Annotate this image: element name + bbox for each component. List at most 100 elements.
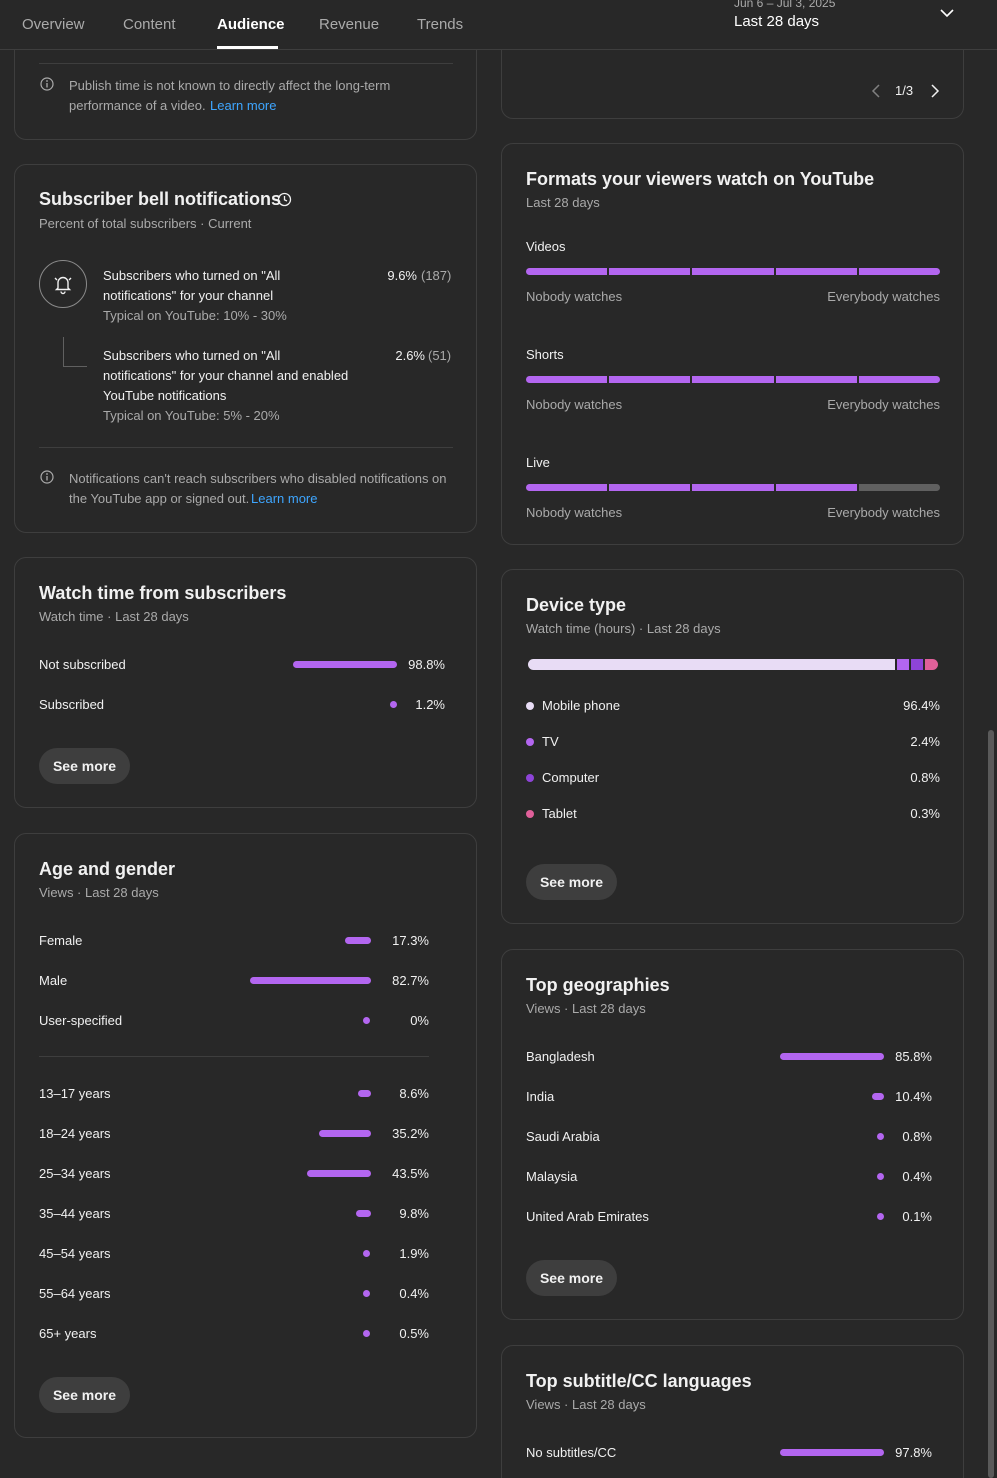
meter-segment — [609, 268, 691, 275]
card-title: Device type — [526, 595, 627, 615]
card-subtitle: Views · Last 28 days — [39, 885, 159, 900]
bell-ring-icon — [54, 276, 72, 295]
date-range-label[interactable]: Last 28 days — [734, 13, 820, 30]
scale-high-label: Everybody watches — [827, 289, 940, 304]
meter-segment — [858, 484, 940, 491]
publish-note-text: Publish time is not known to directly af… — [69, 78, 391, 93]
bell-row1-typical: Typical on YouTube: 10% - 30% — [103, 308, 287, 323]
meter-segment — [526, 484, 608, 491]
percent-bar — [363, 1330, 370, 1337]
card-subtitle: Views · Last 28 days — [526, 1397, 646, 1412]
subtitle-languages-card: Top subtitle/CC languages Views · Last 2… — [501, 1345, 964, 1478]
tab-overview[interactable]: Overview — [22, 16, 85, 33]
chevron-right-icon[interactable] — [930, 84, 940, 98]
meter-segment — [775, 484, 857, 491]
chevron-left-icon[interactable] — [871, 84, 881, 98]
device-label: TV — [542, 734, 559, 749]
device-label: Computer — [542, 770, 600, 785]
percent-bar — [358, 1090, 371, 1097]
bell-row2-line2: notifications" for your channel and enab… — [103, 368, 349, 383]
geo-label: United Arab Emirates — [526, 1209, 649, 1224]
bell-row1-line1: Subscribers who turned on "All — [103, 268, 281, 283]
bell-note-text-2: the YouTube app or signed out. — [69, 491, 250, 506]
see-more-button[interactable]: See more — [526, 1260, 617, 1296]
card-subtitle: Watch time (hours) · Last 28 days — [526, 621, 721, 636]
scale-low-label: Nobody watches — [526, 505, 623, 520]
format-meter-shorts — [526, 376, 940, 383]
segment-mobile — [528, 659, 895, 670]
row-value: 1.2% — [415, 697, 445, 712]
date-range-text: Jun 6 – Jul 3, 2025 — [734, 0, 836, 10]
scale-low-label: Nobody watches — [526, 289, 623, 304]
gender-label: Male — [39, 973, 68, 988]
tab-audience[interactable]: Audience — [217, 16, 285, 33]
bell-row2-typical: Typical on YouTube: 5% - 20% — [103, 408, 280, 423]
card-title: Watch time from subscribers — [39, 583, 287, 603]
age-gender-card: Age and gender Views · Last 28 days Fema… — [14, 833, 477, 1438]
learn-more-link[interactable]: Learn more — [251, 491, 318, 506]
scrollbar-thumb[interactable] — [988, 730, 994, 1478]
device-value: 96.4% — [903, 698, 940, 713]
card-subtitle: Percent of total subscribers · Current — [39, 216, 252, 231]
percent-bar — [293, 661, 397, 668]
scale-high-label: Everybody watches — [827, 397, 940, 412]
device-label: Tablet — [542, 806, 577, 821]
tab-content[interactable]: Content — [123, 16, 176, 33]
watch-time-subscribers-card: Watch time from subscribers Watch time ·… — [14, 557, 477, 808]
device-type-card: Device type Watch time (hours) · Last 28… — [501, 569, 964, 924]
legend-dot — [526, 810, 534, 818]
tab-revenue[interactable]: Revenue — [319, 16, 380, 33]
bell-row1-line2: notifications" for your channel — [103, 288, 274, 303]
age-value: 9.8% — [399, 1206, 429, 1221]
divider — [39, 1056, 429, 1057]
percent-bar — [250, 977, 371, 984]
percent-bar — [363, 1017, 370, 1024]
card-title: Formats your viewers watch on YouTube — [526, 169, 875, 189]
language-label: No subtitles/CC — [526, 1445, 617, 1460]
divider — [39, 63, 453, 64]
format-label: Live — [526, 455, 550, 470]
see-more-button[interactable]: See more — [526, 864, 617, 900]
age-label: 65+ years — [39, 1326, 97, 1341]
device-label: Mobile phone — [542, 698, 621, 713]
meter-segment — [692, 376, 774, 383]
history-clock-icon[interactable] — [277, 192, 292, 207]
age-label: 35–44 years — [39, 1206, 111, 1221]
gender-value: 0% — [410, 1013, 429, 1028]
info-icon — [40, 77, 54, 91]
age-value: 1.9% — [399, 1246, 429, 1261]
percent-bar — [307, 1170, 371, 1177]
see-more-button[interactable]: See more — [39, 1377, 130, 1413]
format-label: Videos — [526, 239, 566, 254]
gender-label: User-specified — [39, 1013, 123, 1028]
device-value: 2.4% — [910, 734, 940, 749]
percent-bar — [877, 1133, 884, 1140]
meter-segment — [858, 268, 940, 275]
meter-segment — [692, 484, 774, 491]
learn-more-link[interactable]: Learn more — [210, 98, 277, 113]
percent-bar — [356, 1210, 371, 1217]
chevron-down-icon[interactable] — [940, 8, 954, 18]
tab-trends[interactable]: Trends — [417, 16, 464, 33]
see-more-button[interactable]: See more — [39, 748, 130, 784]
card-title: Top subtitle/CC languages — [526, 1371, 752, 1391]
legend-dot — [526, 702, 534, 710]
percent-bar — [877, 1213, 884, 1220]
segment-computer — [911, 659, 923, 670]
language-value: 97.8% — [895, 1445, 932, 1460]
legend-dot — [526, 738, 534, 746]
percent-bar — [319, 1130, 371, 1137]
meter-segment — [692, 268, 774, 275]
bell-note-text: Notifications can't reach subscribers wh… — [69, 471, 447, 486]
age-label: 13–17 years — [39, 1086, 111, 1101]
card-title: Age and gender — [39, 859, 176, 879]
geo-value: 0.8% — [902, 1129, 932, 1144]
geo-value: 85.8% — [895, 1049, 932, 1064]
meter-segment — [609, 484, 691, 491]
bell-icon-circle — [39, 260, 87, 308]
bell-row2-line3: YouTube notifications — [103, 388, 227, 403]
card-title: Top geographies — [526, 975, 670, 995]
device-value: 0.3% — [910, 806, 940, 821]
meter-segment — [775, 376, 857, 383]
geo-value: 0.4% — [902, 1169, 932, 1184]
